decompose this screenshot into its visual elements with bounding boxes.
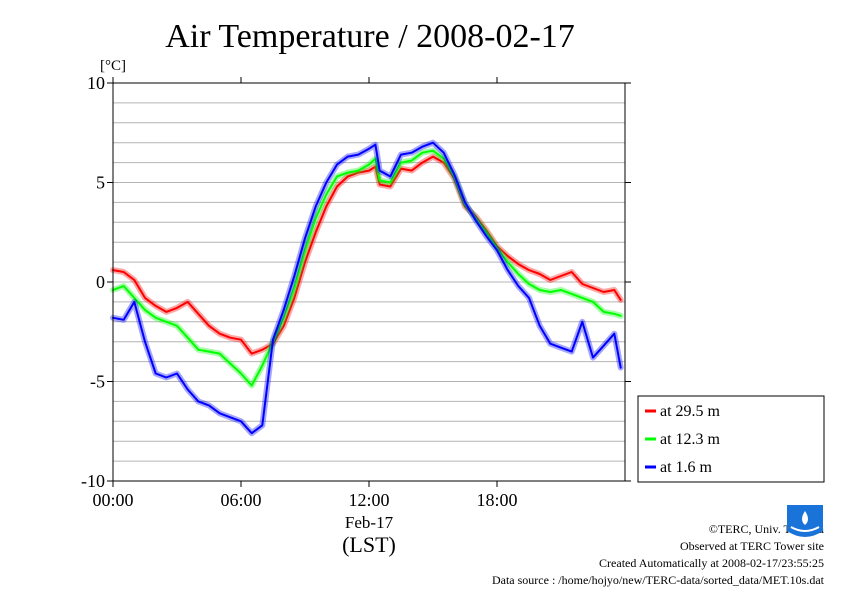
y-tick-label: 10: [87, 73, 105, 93]
grid-lines: [113, 102, 625, 462]
series-halo: [110, 153, 624, 357]
y-tick-label: 0: [96, 272, 105, 292]
footer-observed: Observed at TERC Tower site: [679, 539, 824, 553]
x-tick-label: 06:00: [220, 490, 261, 510]
x-axis-date-label: Feb-17: [345, 513, 394, 532]
series-lines: [110, 139, 624, 437]
chart-title: Air Temperature / 2008-02-17: [165, 18, 575, 55]
x-tick-label: 00:00: [92, 490, 133, 510]
series-halo: [110, 147, 624, 389]
y-axis-ticks: 10 5 0 -5 -10: [81, 73, 631, 491]
legend-label: at 12.3 m: [660, 431, 721, 448]
y-tick-label: 5: [96, 173, 105, 193]
series-line: [112, 149, 622, 387]
legend: at 29.5 m at 12.3 m at 1.6 m: [637, 395, 825, 483]
x-axis-timezone-label: (LST): [342, 532, 396, 557]
footer-created: Created Automatically at 2008-02-17/23:5…: [599, 556, 824, 570]
y-tick-label: -5: [90, 372, 105, 392]
x-tick-label: 18:00: [476, 490, 517, 510]
x-axis-ticks: 00:00 06:00 12:00 18:00: [92, 77, 518, 510]
terc-logo: [787, 505, 823, 537]
y-axis-unit: [°C]: [100, 58, 126, 74]
y-tick-label: -10: [81, 471, 105, 491]
legend-box: [637, 395, 825, 483]
series-line: [112, 141, 622, 435]
series-line: [112, 155, 622, 355]
footer-data-source: Data source : /home/hojyo/new/TERC-data/…: [491, 573, 824, 587]
plot-frame: [112, 82, 626, 482]
legend-label: at 29.5 m: [660, 403, 721, 420]
x-tick-label: 12:00: [348, 490, 389, 510]
legend-label: at 1.6 m: [660, 459, 713, 476]
